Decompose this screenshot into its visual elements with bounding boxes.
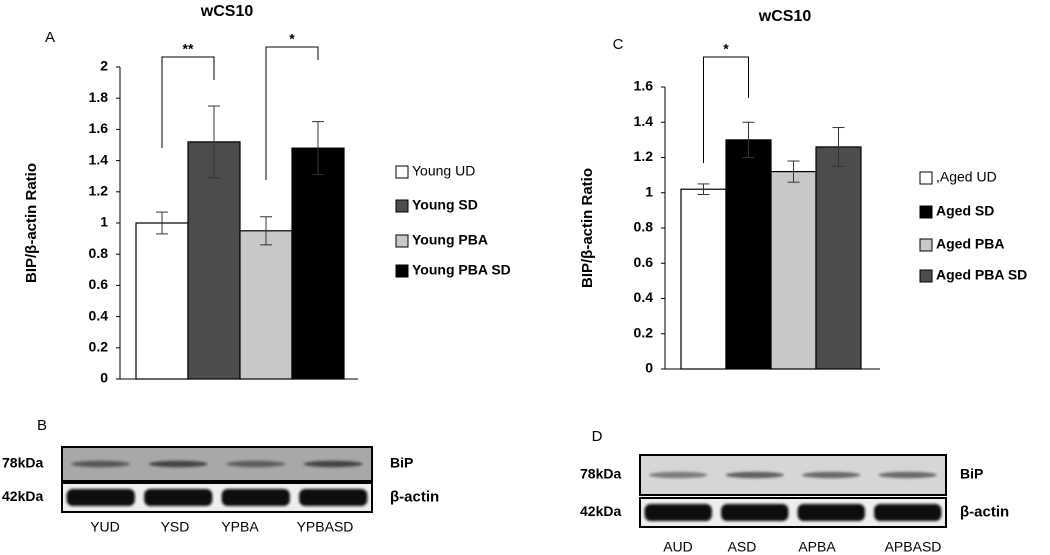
panel-label: A: [45, 29, 55, 46]
bar: [135, 222, 189, 380]
y-tick-label: 0.8: [89, 245, 109, 261]
significance-bracket: [161, 56, 215, 148]
lane-label: AUD: [663, 539, 693, 555]
band: [649, 471, 708, 479]
legend-swatch: [919, 171, 933, 185]
legend-label: Young SD: [412, 197, 478, 213]
legend-swatch: [395, 165, 409, 179]
legend-label: Young PBA SD: [412, 262, 511, 278]
bar: [815, 146, 862, 370]
legend-label: Aged PBA: [936, 236, 1004, 252]
significance-bracket: [703, 56, 749, 163]
band: [802, 471, 861, 479]
y-tick-label: 0: [100, 370, 108, 386]
legend-swatch: [919, 269, 933, 283]
y-tick-label: 0.6: [634, 254, 654, 270]
y-tick-label: 0.4: [634, 289, 654, 305]
protein-label: BiP: [960, 466, 983, 482]
y-tick-label: 1: [100, 214, 108, 230]
legend-label: ,Aged UD: [936, 169, 997, 185]
chart-title: wCS10: [758, 8, 812, 25]
legend-label: Young PBA: [412, 232, 488, 248]
protein-label: BiP: [390, 455, 413, 471]
lane-label: YPBASD: [297, 519, 354, 535]
legend-swatch: [395, 199, 409, 213]
band: [797, 504, 865, 521]
bar: [187, 141, 241, 380]
bar: [680, 188, 727, 370]
bar: [239, 230, 293, 380]
legend-label: Aged PBA SD: [936, 267, 1027, 283]
bar: [725, 139, 772, 370]
band: [66, 489, 135, 506]
y-tick-label: 1.4: [89, 151, 109, 167]
significance-label: **: [183, 41, 194, 57]
band: [221, 489, 290, 506]
legend-swatch: [919, 205, 933, 219]
band: [644, 504, 712, 521]
band: [878, 471, 937, 479]
y-tick-label: 2: [100, 58, 108, 74]
protein-label: β-actin: [960, 503, 1009, 520]
panel-label: B: [37, 417, 47, 434]
chart-title: wCS10: [200, 3, 254, 20]
y-tick-label: 0.6: [89, 276, 109, 292]
y-axis-label: BIP/β-actin Ratio: [579, 168, 596, 288]
protein-label: β-actin: [390, 488, 439, 505]
legend-label: Young UD: [412, 163, 475, 179]
y-tick-label: 1: [645, 183, 653, 199]
y-tick-label: 0: [645, 360, 653, 376]
y-axis-label: BIP/β-actin Ratio: [23, 163, 40, 283]
band: [71, 460, 131, 468]
bar: [291, 147, 345, 380]
y-tick-label: 0.2: [89, 339, 109, 355]
lane-label: YSD: [161, 519, 190, 535]
size-label: 42kDa: [2, 488, 43, 504]
band: [725, 471, 784, 479]
panel-label: D: [592, 428, 603, 445]
y-tick-label: 1.4: [634, 113, 654, 129]
y-tick-label: 0.4: [89, 307, 109, 323]
band: [299, 489, 368, 506]
y-tick-label: 1.6: [89, 120, 109, 136]
y-tick-label: 1.8: [89, 89, 109, 105]
significance-bracket: [265, 46, 319, 180]
size-label: 42kDa: [580, 503, 621, 519]
y-tick-label: 0.2: [634, 324, 654, 340]
legend-label: Aged SD: [936, 203, 994, 219]
lane-label: YPBA: [221, 519, 259, 535]
lane-label: YUD: [90, 519, 120, 535]
legend-swatch: [395, 234, 409, 248]
band: [874, 504, 942, 521]
band: [721, 504, 789, 521]
size-label: 78kDa: [580, 466, 621, 482]
legend-swatch: [395, 264, 409, 278]
y-tick-label: 1.2: [89, 183, 109, 199]
lane-label: APBA: [798, 539, 836, 555]
lane-label: APBASD: [885, 539, 942, 555]
y-tick-label: 0.8: [634, 219, 654, 235]
bar: [770, 171, 817, 370]
legend-swatch: [919, 238, 933, 252]
lane-label: ASD: [728, 539, 757, 555]
significance-label: *: [723, 41, 729, 57]
band: [303, 460, 363, 468]
size-label: 78kDa: [2, 455, 43, 471]
panel-label: C: [613, 36, 624, 53]
significance-label: *: [289, 31, 295, 47]
y-tick-label: 1.6: [634, 78, 654, 94]
band: [144, 489, 213, 506]
y-tick-label: 1.2: [634, 148, 654, 164]
band: [148, 460, 208, 468]
band: [226, 460, 286, 468]
